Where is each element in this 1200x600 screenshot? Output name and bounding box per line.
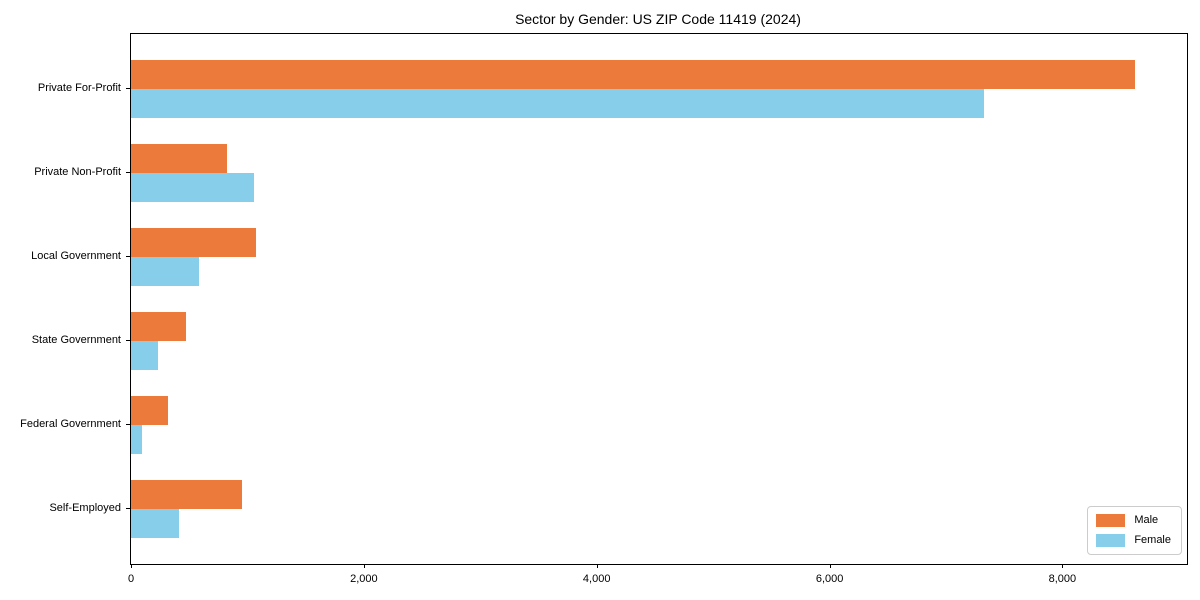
y-tick-mark: [126, 424, 130, 425]
y-axis-label: Federal Government: [20, 418, 121, 430]
bar-female-3: [131, 257, 199, 286]
x-tick-mark: [1062, 564, 1064, 568]
x-tick-mark: [131, 564, 132, 568]
y-tick-mark: [126, 256, 130, 257]
bar-female-2: [131, 173, 255, 202]
bar-male-3: [131, 228, 256, 257]
legend-swatch-female-icon: [1096, 534, 1126, 547]
bar-male-1: [131, 60, 1135, 89]
y-axis-label: Private Non-Profit: [34, 166, 121, 178]
bar-female-1: [131, 89, 985, 118]
y-tick-mark: [126, 508, 130, 509]
x-axis-label: 0: [127, 573, 135, 585]
legend-item-female: Female: [1096, 534, 1171, 547]
bar-male-2: [131, 144, 227, 173]
x-axis-label: 8,000: [1048, 573, 1077, 585]
y-tick-mark: [126, 340, 130, 341]
x-axis-label: 2,000: [350, 573, 378, 585]
bar-male-5: [131, 396, 169, 425]
legend: Male Female: [1087, 506, 1182, 555]
bar-male-6: [131, 480, 242, 509]
bar-female-6: [131, 509, 179, 538]
legend-item-male: Male: [1096, 514, 1171, 527]
legend-swatch-male-icon: [1096, 514, 1126, 527]
x-tick-mark: [829, 564, 831, 568]
y-axis-label: State Government: [31, 334, 121, 346]
y-axis-label: Local Government: [31, 250, 121, 262]
chart-title: Sector by Gender: US ZIP Code 11419 (202…: [515, 11, 801, 27]
bar-female-4: [131, 341, 158, 370]
x-tick-mark: [363, 564, 365, 568]
legend-label-male: Male: [1134, 514, 1159, 526]
bar-male-4: [131, 312, 186, 341]
x-axis-label: 6,000: [815, 573, 844, 585]
y-tick-mark: [126, 172, 130, 173]
legend-label-female: Female: [1134, 534, 1171, 546]
y-axis-label: Self-Employed: [49, 502, 121, 514]
bar-female-5: [131, 425, 142, 454]
plot-area: Male Female 0 2,000 4,000 6,000 8,000: [126, 33, 1188, 585]
x-tick-mark: [596, 564, 598, 568]
y-tick-mark: [126, 88, 130, 89]
y-axis-labels: Private For-Profit Private Non-Profit Loca…: [0, 33, 121, 563]
y-axis-label: Private For-Profit: [37, 82, 121, 94]
x-axis-label: 4,000: [582, 573, 611, 585]
